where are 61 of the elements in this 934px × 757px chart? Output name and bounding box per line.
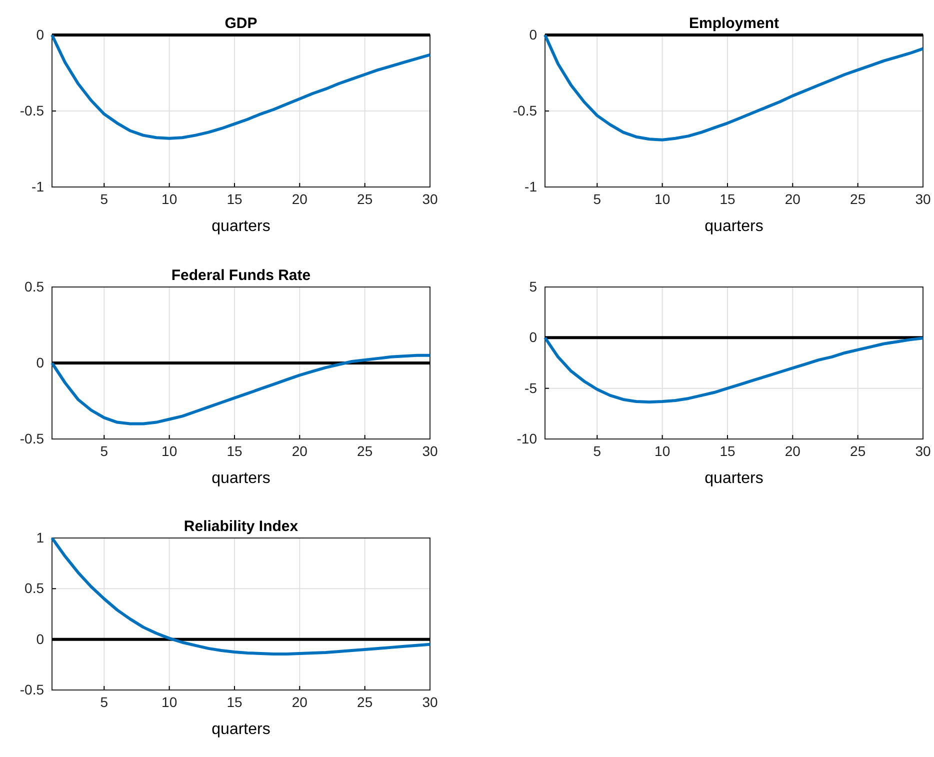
y-tick-label: -5: [524, 380, 538, 396]
x-tick-label: 20: [784, 442, 801, 459]
y-tick-label: -10: [516, 430, 538, 446]
chart-title: Employment: [688, 15, 780, 32]
x-tick-label: 25: [357, 694, 373, 710]
line-series: [544, 336, 924, 404]
y-tick-label: -0.5: [512, 102, 538, 118]
x-tick-label: 25: [357, 442, 373, 459]
y-tick-label: 0: [36, 26, 44, 42]
x-tick-label: 20: [784, 190, 801, 207]
line-series: [544, 34, 924, 142]
x-axis-title: quarters: [704, 470, 764, 487]
x-tick-label: 15: [720, 190, 736, 207]
x-tick-label: 5: [100, 190, 108, 207]
y-tick-label: -0.5: [20, 430, 44, 446]
line-series: [50, 536, 432, 656]
y-tick-label: -0.5: [20, 102, 44, 118]
x-tick-label: 25: [357, 190, 373, 207]
x-tick-label: 25: [850, 190, 866, 207]
y-tick-label: 0.5: [24, 580, 44, 596]
line-series: [50, 34, 432, 140]
y-tick-label: -0.5: [20, 681, 44, 698]
x-tick-label: 25: [850, 442, 866, 459]
x-tick-label: 10: [162, 190, 178, 207]
x-tick-label: 5: [100, 694, 108, 710]
x-tick-label: 20: [292, 694, 308, 710]
y-tick-label: 0: [529, 329, 538, 346]
x-tick-label: 10: [162, 694, 178, 710]
x-axis-title: quarters: [212, 470, 270, 487]
y-tick-label: 5: [529, 278, 538, 294]
y-tick-label: 0: [36, 354, 44, 370]
x-tick-label: 30: [422, 190, 438, 207]
x-axis-title: quarters: [704, 218, 764, 235]
x-tick-label: 5: [100, 442, 108, 459]
x-tick-label: 15: [720, 442, 736, 459]
x-tick-label: 30: [422, 694, 438, 710]
chart-title: GDP: [224, 15, 258, 32]
x-tick-label: 15: [226, 694, 242, 710]
line-series: [50, 354, 432, 426]
x-tick-label: 5: [593, 190, 602, 207]
chart-title: Federal Funds Rate: [171, 267, 311, 284]
x-tick-label: 30: [915, 442, 931, 459]
x-axis-title: quarters: [212, 218, 270, 235]
y-tick-label: 0: [529, 26, 538, 42]
x-tick-label: 10: [162, 442, 178, 459]
x-axis-title: quarters: [212, 721, 270, 738]
y-tick-label: -1: [524, 178, 538, 194]
x-tick-label: 5: [593, 442, 602, 459]
y-tick-label: -1: [32, 178, 44, 194]
x-tick-label: 30: [422, 442, 438, 459]
x-tick-label: 15: [226, 190, 242, 207]
y-tick-label: 1: [36, 529, 44, 546]
x-tick-label: 20: [292, 442, 308, 459]
x-tick-label: 10: [654, 190, 670, 207]
x-tick-label: 15: [226, 442, 242, 459]
y-tick-label: 0: [36, 630, 44, 647]
y-tick-label: 0.5: [24, 278, 44, 294]
x-tick-label: 20: [292, 190, 308, 207]
x-tick-label: 30: [915, 190, 931, 207]
chart-title: Reliability Index: [184, 518, 299, 535]
x-tick-label: 10: [654, 442, 670, 459]
